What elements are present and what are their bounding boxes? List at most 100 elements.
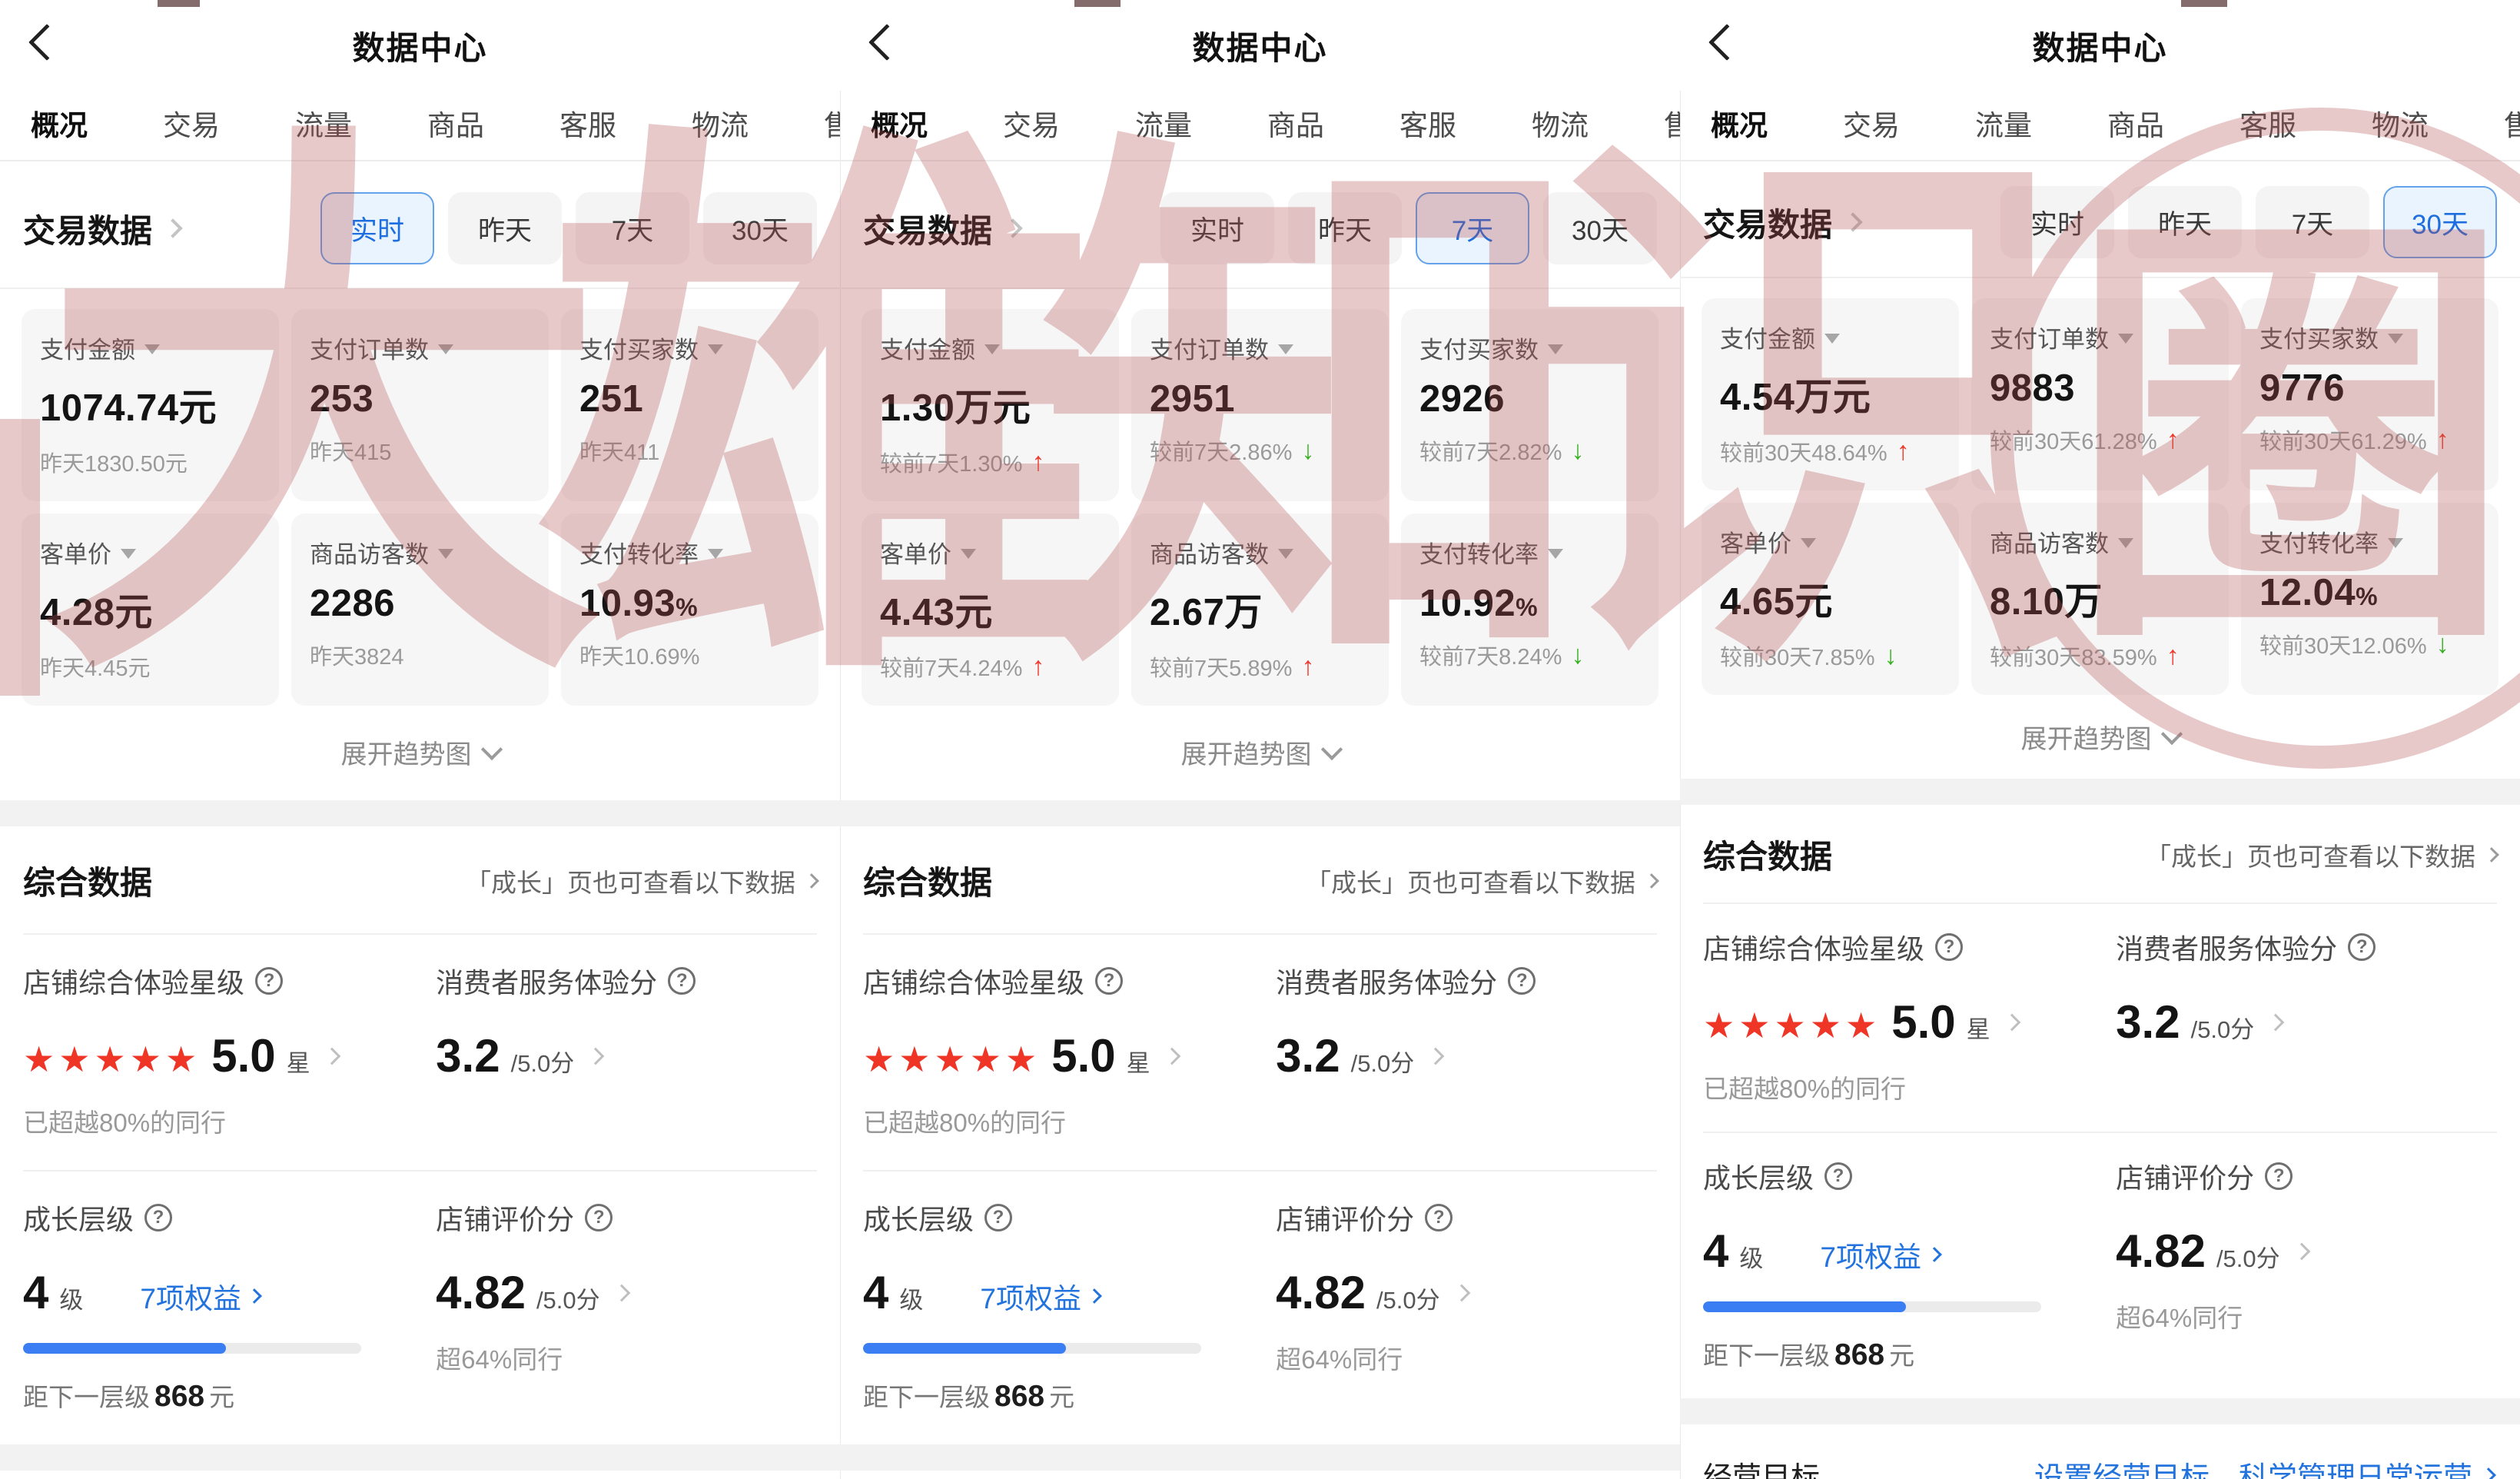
shop-star-value-row[interactable]: ★★★★★ 5.0 星 — [23, 1033, 436, 1079]
delta-arrow-icon: ↑ — [2166, 425, 2180, 454]
metric-selector[interactable]: 商品访客数 — [1150, 535, 1370, 570]
tab-logistics[interactable]: 物流 — [2372, 110, 2429, 141]
filter-realtime[interactable]: 实时 — [2000, 186, 2114, 258]
help-icon[interactable]: ? — [984, 1204, 1013, 1231]
tab-product[interactable]: 商品 — [427, 110, 484, 141]
chevron-right-icon[interactable] — [163, 218, 183, 238]
tab-product[interactable]: 商品 — [2107, 110, 2164, 141]
back-chevron-icon[interactable] — [28, 23, 66, 61]
help-icon[interactable]: ? — [1935, 933, 1964, 961]
metric-selector[interactable]: 客单价 — [880, 535, 1101, 570]
shop-star-value-row[interactable]: ★★★★★ 5.0 星 — [863, 1033, 1276, 1079]
rights-link[interactable]: 7项权益 — [140, 1275, 262, 1317]
help-icon[interactable]: ? — [1824, 1162, 1853, 1190]
help-icon[interactable]: ? — [2348, 933, 2376, 961]
tab-trade[interactable]: 交易 — [1843, 110, 1900, 141]
tab-aftersale[interactable]: 售后 — [824, 102, 840, 148]
metric-selector[interactable]: 支付转化率 — [579, 535, 800, 570]
dropdown-triangle-icon — [1801, 538, 1816, 548]
shop-rating-value-row[interactable]: 4.82 /5.0分 — [2116, 1228, 2497, 1275]
tab-overview[interactable]: 概况 — [871, 102, 928, 148]
expand-trend-chart[interactable]: 展开趋势图 — [0, 733, 840, 771]
tab-product[interactable]: 商品 — [1267, 110, 1324, 141]
expand-trend-label: 展开趋势图 — [2020, 725, 2152, 754]
filter-30days[interactable]: 30天 — [1543, 192, 1657, 264]
metric-selector[interactable]: 商品访客数 — [1990, 524, 2210, 559]
service-score-value-row[interactable]: 3.2 /5.0分 — [1276, 1033, 1657, 1079]
shop-rating-value-row[interactable]: 4.82 /5.0分 — [436, 1270, 817, 1316]
shop-star-value-row[interactable]: ★★★★★ 5.0 星 — [1703, 999, 2116, 1045]
dropdown-triangle-icon — [1824, 334, 1840, 344]
metric-selector[interactable]: 支付转化率 — [2259, 524, 2480, 559]
page-title: 数据中心 — [2032, 29, 2168, 66]
filter-30days[interactable]: 30天 — [703, 192, 817, 264]
chevron-right-icon[interactable] — [1843, 212, 1863, 232]
tab-logistics[interactable]: 物流 — [1532, 110, 1589, 141]
metric-selector[interactable]: 支付金额 — [1720, 320, 1941, 354]
trade-data-title[interactable]: 交易数据 — [863, 212, 993, 249]
metric-label: 客单价 — [40, 541, 111, 568]
metric-selector[interactable]: 支付买家数 — [1419, 331, 1640, 365]
trade-data-title[interactable]: 交易数据 — [23, 212, 153, 249]
metric-selector[interactable]: 支付订单数 — [310, 331, 530, 365]
help-icon[interactable]: ? — [1508, 967, 1536, 995]
tab-traffic[interactable]: 流量 — [295, 110, 352, 141]
help-icon[interactable]: ? — [2265, 1162, 2293, 1190]
metric-selector[interactable]: 支付买家数 — [579, 331, 800, 365]
chevron-right-icon[interactable] — [1003, 218, 1023, 238]
metric-selector[interactable]: 支付金额 — [880, 331, 1101, 365]
help-icon[interactable]: ? — [585, 1204, 613, 1231]
tab-traffic[interactable]: 流量 — [1975, 110, 2032, 141]
growth-page-note[interactable]: 「成长」页也可查看以下数据 — [466, 862, 819, 899]
help-icon[interactable]: ? — [668, 967, 696, 995]
filter-yesterday[interactable]: 昨天 — [2128, 186, 2242, 258]
growth-page-note[interactable]: 「成长」页也可查看以下数据 — [2146, 836, 2499, 873]
growth-page-note[interactable]: 「成长」页也可查看以下数据 — [1306, 862, 1659, 899]
filter-7days[interactable]: 7天 — [576, 192, 689, 264]
filter-7days[interactable]: 7天 — [2256, 186, 2369, 258]
tab-overview[interactable]: 概况 — [31, 102, 88, 148]
metric-selector[interactable]: 支付买家数 — [2259, 320, 2480, 354]
tab-service[interactable]: 客服 — [2239, 110, 2296, 141]
metric-selector[interactable]: 客单价 — [1720, 524, 1941, 559]
metric-selector[interactable]: 支付转化率 — [1419, 535, 1640, 570]
back-chevron-icon[interactable] — [1708, 23, 1746, 61]
service-score-block: 消费者服务体验分 ? 3.2 /5.0分 — [1276, 961, 1657, 1139]
tab-traffic[interactable]: 流量 — [1135, 110, 1192, 141]
tab-aftersale[interactable]: 售后 — [2504, 102, 2520, 148]
shop-rating-value-row[interactable]: 4.82 /5.0分 — [1276, 1270, 1657, 1316]
metric-selector[interactable]: 支付订单数 — [1150, 331, 1370, 365]
service-score-value-row[interactable]: 3.2 /5.0分 — [436, 1033, 817, 1079]
service-score-value-row[interactable]: 3.2 /5.0分 — [2116, 999, 2497, 1045]
rights-link[interactable]: 7项权益 — [980, 1275, 1102, 1317]
expand-trend-chart[interactable]: 展开趋势图 — [1680, 718, 2520, 756]
metric-selector[interactable]: 商品访客数 — [310, 535, 530, 570]
help-icon[interactable]: ? — [1425, 1204, 1453, 1231]
tab-logistics[interactable]: 物流 — [692, 110, 749, 141]
filter-yesterday[interactable]: 昨天 — [448, 192, 562, 264]
tab-trade[interactable]: 交易 — [163, 110, 220, 141]
metric-selector[interactable]: 支付订单数 — [1990, 320, 2210, 354]
set-goal-link[interactable]: 设置经营目标，科学管理日常运营 — [2034, 1454, 2496, 1479]
rights-link[interactable]: 7项权益 — [1820, 1234, 1942, 1275]
metric-compare: 较前30天61.28% ↑ — [1990, 425, 2180, 454]
filter-30days[interactable]: 30天 — [2383, 186, 2497, 258]
trade-data-title[interactable]: 交易数据 — [1703, 206, 1833, 243]
metric-selector[interactable]: 客单价 — [40, 535, 261, 570]
help-icon[interactable]: ? — [1095, 967, 1124, 995]
tab-service[interactable]: 客服 — [559, 110, 616, 141]
tab-service[interactable]: 客服 — [1399, 110, 1456, 141]
metric-card: 支付买家数 251 昨天411 — [561, 309, 818, 501]
expand-trend-chart[interactable]: 展开趋势图 — [840, 733, 1680, 771]
help-icon[interactable]: ? — [144, 1204, 173, 1231]
help-icon[interactable]: ? — [255, 967, 284, 995]
filter-realtime[interactable]: 实时 — [1160, 192, 1274, 264]
filter-yesterday[interactable]: 昨天 — [1288, 192, 1402, 264]
tab-overview[interactable]: 概况 — [1711, 102, 1768, 148]
filter-7days[interactable]: 7天 — [1416, 192, 1529, 264]
tab-aftersale[interactable]: 售后 — [1664, 102, 1680, 148]
back-chevron-icon[interactable] — [868, 23, 906, 61]
metric-selector[interactable]: 支付金额 — [40, 331, 261, 365]
tab-trade[interactable]: 交易 — [1003, 110, 1060, 141]
filter-realtime[interactable]: 实时 — [320, 192, 434, 264]
